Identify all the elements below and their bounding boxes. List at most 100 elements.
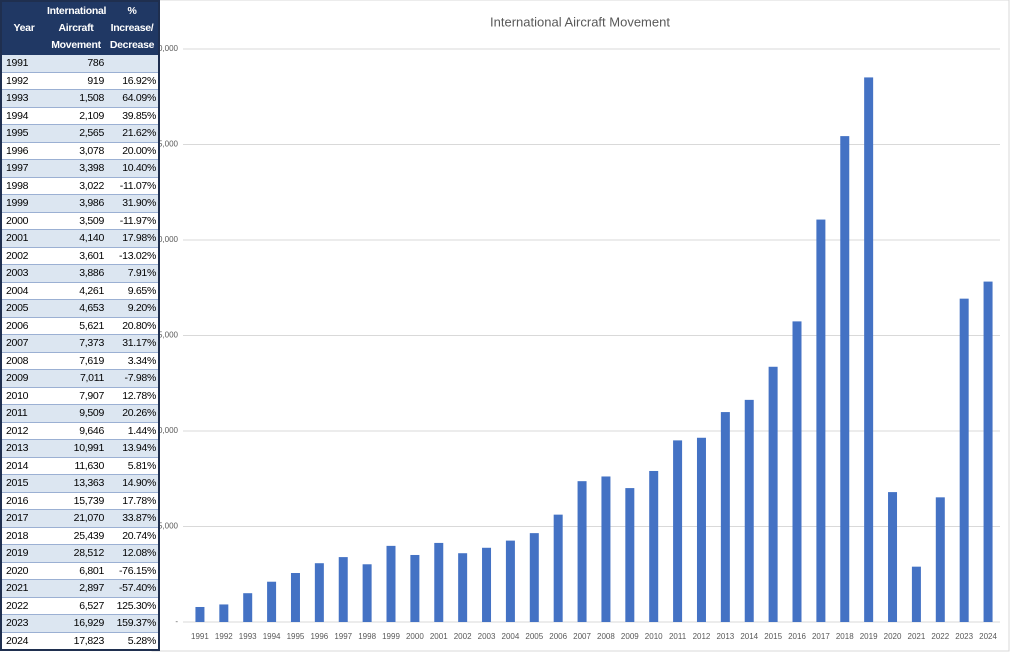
x-tick-label: 2011	[669, 632, 687, 641]
table-cell: 2,565	[46, 124, 106, 143]
table-body: 1991 786 1992 919 16.92% 1993 1,508 64.09% 1994 2…	[1, 55, 159, 651]
table-cell: 9.20%	[106, 299, 159, 318]
table-row: 2006 5,621 20.80%	[1, 317, 159, 335]
table-cell: 2009	[1, 369, 46, 388]
bar	[362, 564, 372, 622]
table-row: 2003 3,886 7.91%	[1, 264, 159, 283]
table-cell: -76.15%	[106, 562, 159, 580]
x-tick-label: 2021	[908, 632, 926, 641]
table-cell: 9,509	[46, 404, 106, 423]
table-cell: 6,801	[46, 562, 106, 580]
table-cell: 2024	[1, 632, 46, 651]
table-cell: 4,653	[46, 299, 106, 318]
table-cell: 1,508	[46, 89, 106, 108]
table-cell: 9,646	[46, 422, 106, 440]
table-cell: 20.26%	[106, 404, 159, 423]
table-row: 2010 7,907 12.78%	[1, 387, 159, 405]
table-row: 1992 919 16.92%	[1, 72, 159, 90]
table-cell: 12.78%	[106, 387, 159, 405]
table-cell: 2010	[1, 387, 46, 405]
table-cell: 5.28%	[106, 632, 159, 651]
bar	[243, 593, 253, 622]
table-cell: 15,739	[46, 492, 106, 510]
table-cell: 2021	[1, 579, 46, 598]
table-cell: 2023	[1, 614, 46, 633]
bar	[219, 604, 229, 622]
x-tick-label: 2000	[406, 632, 424, 641]
table-cell: 3,022	[46, 177, 106, 195]
table-row: 1991 786	[1, 55, 159, 73]
bar	[888, 492, 898, 622]
table-cell: 2006	[1, 317, 46, 335]
bar	[195, 606, 205, 622]
table-cell: 2016	[1, 492, 46, 510]
table-cell: 5,621	[46, 317, 106, 335]
table-row: 1996 3,078 20.00%	[1, 142, 159, 160]
table-cell: 3.34%	[106, 352, 159, 370]
table-cell: 20.74%	[106, 527, 159, 545]
bar	[290, 573, 300, 622]
table-cell: 2018	[1, 527, 46, 545]
x-tick-label: 2020	[884, 632, 902, 641]
table-cell: 13,363	[46, 474, 106, 493]
y-tick-label: 30,000	[154, 44, 179, 53]
x-tick-label: 2002	[454, 632, 472, 641]
x-tick-label: 1992	[215, 632, 233, 641]
bar	[529, 533, 539, 622]
table-cell: 17.98%	[106, 229, 159, 248]
table-cell: 10,991	[46, 439, 106, 458]
x-tick-label: 1998	[358, 632, 376, 641]
table-row: 2013 10,991 13.94%	[1, 439, 159, 458]
table-cell: -57.40%	[106, 579, 159, 598]
table-cell: 3,601	[46, 247, 106, 265]
x-tick-label: 2012	[693, 632, 711, 641]
table-cell: 13.94%	[106, 439, 159, 458]
header-cell: % Increase/ Decrease	[106, 1, 159, 55]
bar	[935, 497, 945, 622]
table-cell: 3,398	[46, 159, 106, 178]
table-row: 1995 2,565 21.62%	[1, 124, 159, 143]
table-cell: 31.90%	[106, 194, 159, 213]
table-cell: 39.85%	[106, 107, 159, 125]
table-row: 2000 3,509 -11.97%	[1, 212, 159, 230]
table-cell: 2012	[1, 422, 46, 440]
table-cell: 4,140	[46, 229, 106, 248]
x-tick-label: 2016	[788, 632, 806, 641]
table-cell: 9.65%	[106, 282, 159, 300]
table-cell: 2,897	[46, 579, 106, 598]
bar	[458, 553, 468, 622]
table-cell: 12.08%	[106, 544, 159, 563]
table-cell: 1996	[1, 142, 46, 160]
table-cell: 2003	[1, 264, 46, 283]
table-row: 2016 15,739 17.78%	[1, 492, 159, 510]
bar	[744, 399, 754, 622]
y-tick-label: 20,000	[154, 235, 179, 244]
table-cell: 28,512	[46, 544, 106, 563]
table-cell: 31.17%	[106, 334, 159, 353]
table-header: Year International Aircraft Movement% Inc…	[1, 1, 159, 55]
table-row: 2023 16,929 159.37%	[1, 614, 159, 633]
table-cell: 2020	[1, 562, 46, 580]
bar	[314, 563, 324, 622]
table-row: 2017 21,070 33.87%	[1, 509, 159, 528]
bar	[649, 470, 659, 622]
table-cell: 7,011	[46, 369, 106, 388]
bar	[673, 440, 683, 622]
x-tick-label: 2014	[740, 632, 758, 641]
table-row: 2005 4,653 9.20%	[1, 299, 159, 318]
table-row: 1994 2,109 39.85%	[1, 107, 159, 125]
x-tick-label: 1991	[191, 632, 209, 641]
table-cell: 21.62%	[106, 124, 159, 143]
table-cell: 21,070	[46, 509, 106, 528]
table-cell: 2001	[1, 229, 46, 248]
bar	[840, 136, 850, 622]
table-cell: 1991	[1, 55, 46, 73]
table-cell: 16.92%	[106, 72, 159, 90]
table-cell: -13.02%	[106, 247, 159, 265]
bar	[696, 437, 706, 622]
table-cell: 6,527	[46, 597, 106, 615]
table-row: 2002 3,601 -13.02%	[1, 247, 159, 265]
x-tick-label: 2003	[478, 632, 496, 641]
